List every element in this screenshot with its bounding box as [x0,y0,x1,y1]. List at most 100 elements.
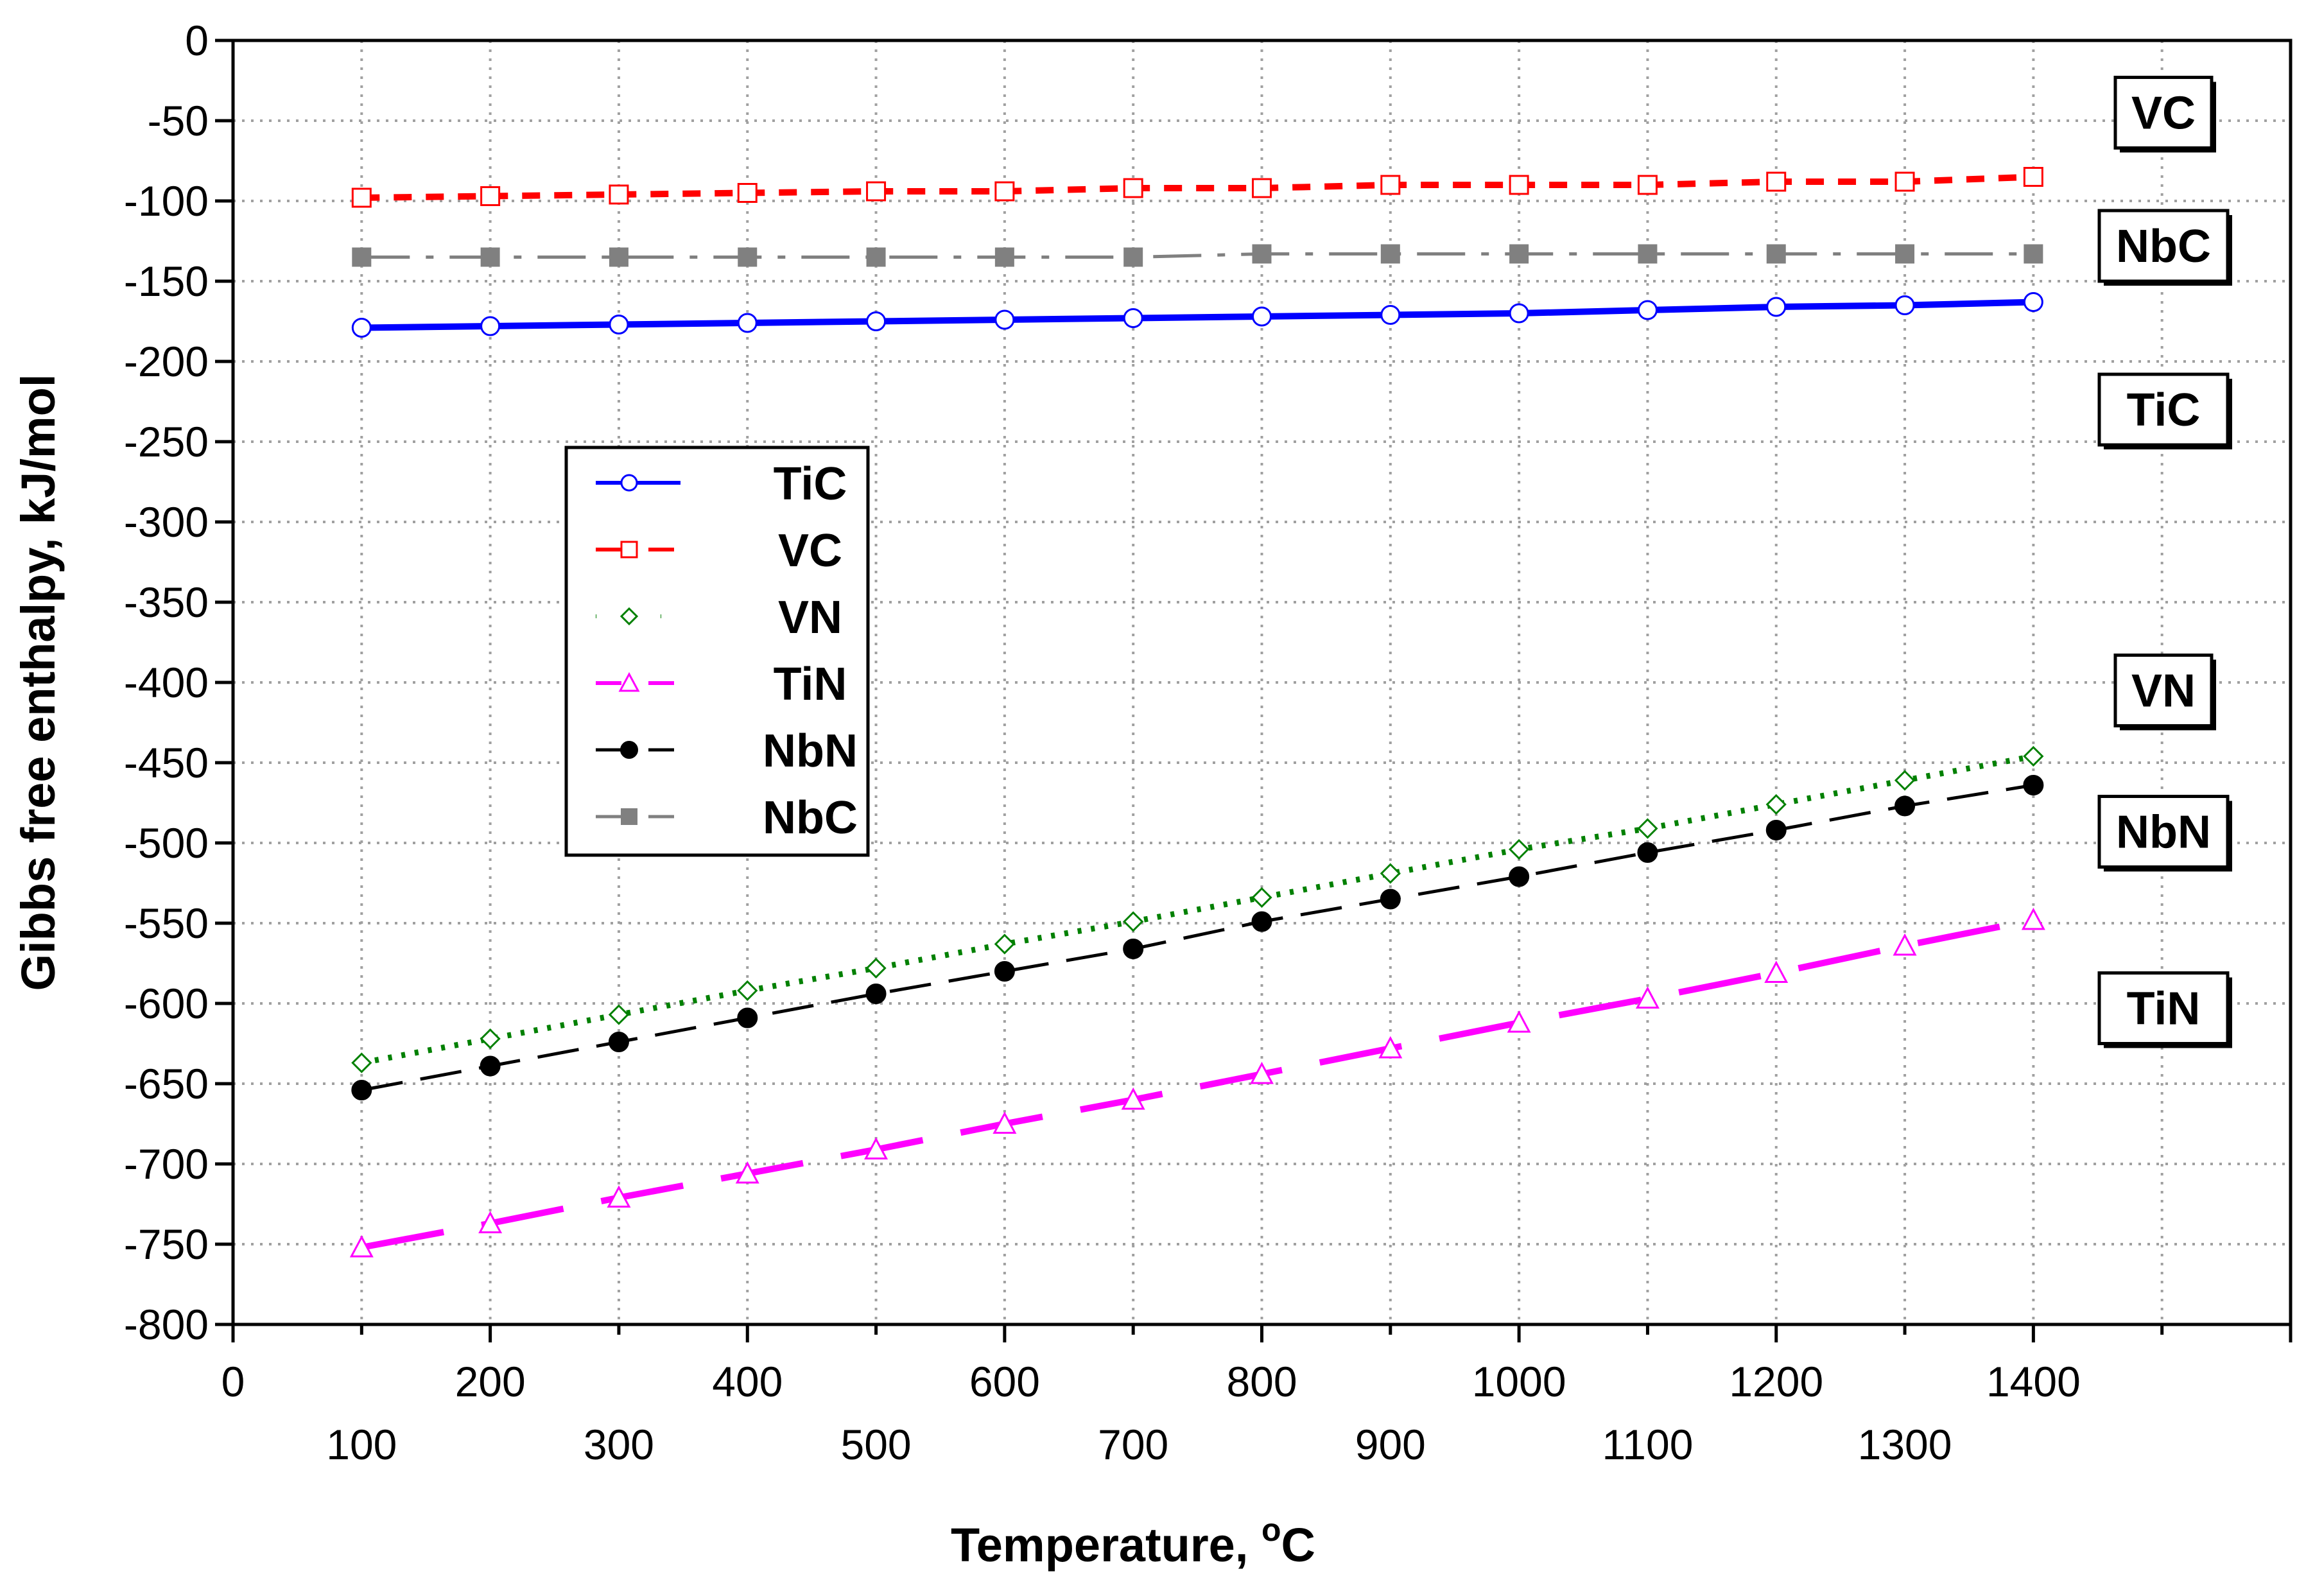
data-point-tin [2021,907,2045,930]
data-point-nbn [351,1080,372,1100]
data-point-vc [1766,171,1787,192]
data-point-nbc [866,247,886,267]
legend-box [564,446,870,857]
y-tick-label: -400 [124,659,209,706]
data-point-vc [1380,175,1401,195]
legend-label-vc: VC [778,525,842,577]
data-point-tin [1764,960,1789,983]
data-point-vn [1251,887,1272,908]
annotation-tin: TiN [2097,971,2232,1048]
data-point-tin [1378,1036,1403,1059]
legend-item-nbn: NbN [596,725,858,777]
annotation-box [2113,654,2214,727]
data-point-tin [1893,933,1917,956]
x-tick-label: 300 [584,1421,654,1468]
data-point-vc [609,184,629,205]
data-point-tic [1766,297,1787,317]
data-point-tic [1252,306,1272,327]
series-line-tin [361,917,2034,1251]
x-tick-label: 0 [221,1358,245,1405]
y-tick-label: 0 [185,17,209,64]
y-tick-label: -150 [124,257,209,305]
legend-marker-vn [620,607,639,626]
series-line-vn [361,753,2034,1066]
data-point-nbc [1380,244,1400,264]
data-point-nbn [1251,911,1272,932]
legend-label-nbn: NbN [763,725,858,777]
x-tick-label: 600 [969,1358,1040,1405]
data-point-tic [866,311,887,331]
data-point-tin [735,1161,759,1184]
series-nbn [351,775,2044,1100]
data-point-nbn [1380,889,1401,910]
y-tick-label: -50 [148,97,209,144]
series-line-tic [361,299,2034,331]
legend-item-nbc: NbC [596,792,858,844]
legend-label-vn: VN [778,592,842,643]
data-point-vc [480,186,501,206]
series-line-nbn [361,783,2034,1092]
data-point-nbn [994,961,1015,982]
x-tick-label: 1100 [1602,1421,1693,1468]
data-point-nbn [480,1055,501,1077]
data-point-tic [994,309,1015,330]
annotation-layer: VC NbC TiC VN NbN TiN [2097,76,2232,1048]
data-point-tic [351,318,372,338]
series-line-vc [361,173,2034,201]
x-tick-label: 700 [1098,1421,1168,1468]
data-point-vn [1509,838,1530,860]
data-point-vc [2023,167,2043,187]
data-point-vn [737,980,758,1002]
legend-item-tic: TiC [596,458,847,510]
data-point-nbc [2024,244,2043,264]
data-point-tic [737,313,758,333]
data-point-vc [737,183,758,203]
x-axis-title-text: Temperature, [951,1518,1261,1572]
legend-label-tic: TiC [774,458,847,510]
x-axis-title-unit: C [1281,1518,1315,1572]
data-point-vc [1123,178,1143,198]
y-tick-label: -550 [124,899,209,947]
x-tick-label: 400 [712,1358,783,1405]
annotation-tic: TiC [2097,372,2232,449]
x-tick-label: 200 [455,1358,526,1405]
data-point-tin [992,1111,1017,1134]
x-tick-label: 500 [841,1421,912,1468]
data-point-tic [1380,305,1401,325]
x-tick-label: 1000 [1472,1358,1566,1405]
data-point-vn [2023,745,2044,767]
y-tick-label: -250 [124,418,209,465]
data-point-tic [1123,308,1143,328]
y-tick-label: -600 [124,980,209,1027]
series-line-nbc [361,252,2034,259]
data-point-nbc [1509,244,1529,264]
data-point-nbn [737,1007,758,1028]
legend-marker-nbc [621,808,637,825]
y-tick-label: -200 [124,338,209,385]
data-point-vc [1894,171,1915,192]
y-tick-label: -350 [124,578,209,626]
legend-item-vn: VN [596,592,842,643]
legend-marker-tic [620,474,638,492]
data-point-tin [478,1211,503,1233]
annotation-box [2097,971,2230,1045]
y-tick-label: -700 [124,1140,209,1188]
data-point-tin [864,1137,888,1159]
y-tick-label: -100 [124,177,209,225]
data-point-tic [1509,303,1529,324]
data-point-nbc [1766,244,1786,264]
legend-label-nbc: NbC [763,792,858,844]
data-point-nbn [1509,866,1530,887]
annotation-label: TiC [2127,385,2201,436]
x-tick-label: 1200 [1729,1358,1823,1405]
data-point-vn [351,1052,372,1073]
data-point-vc [994,181,1015,202]
data-point-vn [608,1004,630,1025]
data-point-nbc [1895,244,1915,264]
legend: TiC VC VN TiN NbN NbC [564,446,870,857]
legend-marker-vc [620,541,638,559]
data-point-nbn [2023,775,2044,795]
data-point-vc [866,181,887,202]
data-point-nbc [1252,244,1272,264]
